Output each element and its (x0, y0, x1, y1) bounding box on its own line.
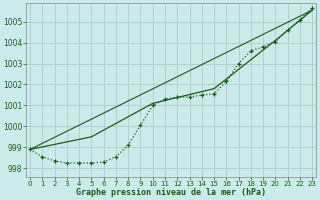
X-axis label: Graphe pression niveau de la mer (hPa): Graphe pression niveau de la mer (hPa) (76, 188, 266, 197)
